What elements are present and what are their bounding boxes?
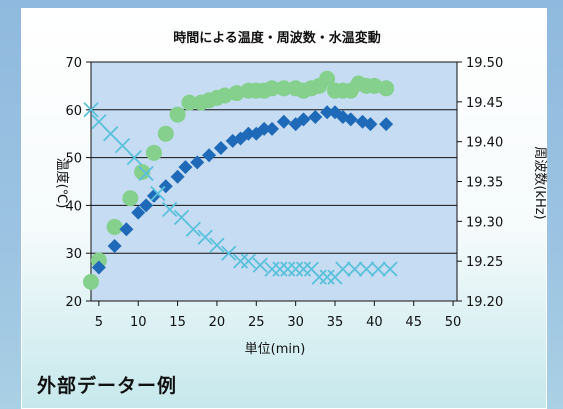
data-point xyxy=(114,138,131,154)
x-tick-label: 20 xyxy=(209,315,226,330)
y-axis-right-label: 周波数(kHz) xyxy=(532,146,547,219)
data-point xyxy=(343,112,358,127)
data-point xyxy=(126,149,142,166)
x-tick-label: 5 xyxy=(95,315,103,330)
data-point xyxy=(252,257,268,273)
data-point xyxy=(106,218,123,235)
data-point xyxy=(240,253,257,269)
data-point xyxy=(170,169,185,184)
y-axis-left-label: 温度(℃) xyxy=(54,158,70,209)
x-tick-label: 30 xyxy=(287,315,304,330)
data-point xyxy=(311,269,327,285)
data-point xyxy=(296,112,311,127)
data-point xyxy=(91,114,107,130)
data-point xyxy=(288,261,304,277)
x-tick-label: 40 xyxy=(366,315,383,330)
data-point xyxy=(131,205,146,220)
data-point xyxy=(308,109,323,124)
data-point xyxy=(173,209,190,225)
data-point xyxy=(83,102,99,118)
data-point xyxy=(145,144,162,161)
data-point xyxy=(162,201,178,218)
data-point xyxy=(264,80,281,97)
data-point xyxy=(319,269,335,285)
data-point xyxy=(272,261,288,277)
data-point xyxy=(197,229,213,245)
data-point xyxy=(221,245,237,261)
data-point xyxy=(202,148,217,163)
y-right-tick-label: 19.50 xyxy=(466,56,503,71)
data-point xyxy=(122,190,139,207)
y-right-tick-label: 19.40 xyxy=(466,136,503,151)
y-right-tick-label: 19.30 xyxy=(466,215,503,230)
series-x xyxy=(83,102,398,285)
y-left-tick-label: 50 xyxy=(65,152,82,167)
data-point xyxy=(295,261,312,277)
y-left-tick-label: 70 xyxy=(65,56,82,71)
data-point xyxy=(190,155,205,170)
y-left-tick-label: 20 xyxy=(65,295,82,310)
axes: 20 30 40 50 60 70 19.20 19.25 19.30 19.35 19.40 19.… xyxy=(65,56,503,330)
x-tick-label: 10 xyxy=(130,315,147,330)
data-point xyxy=(358,261,375,277)
y-left-tick-label: 40 xyxy=(65,199,82,214)
data-point xyxy=(320,105,335,120)
data-point xyxy=(319,70,336,87)
chart-title: 時間による温度・周波数・水温変動 xyxy=(173,30,381,46)
data-point xyxy=(382,261,398,277)
data-point xyxy=(138,165,154,182)
data-point xyxy=(276,114,291,129)
data-point xyxy=(83,273,99,290)
data-point xyxy=(264,261,280,277)
y-left-tick-label: 60 xyxy=(65,104,82,119)
data-point xyxy=(257,121,272,136)
y-right-tick-label: 19.45 xyxy=(466,96,503,111)
x-tick-label: 50 xyxy=(445,315,462,330)
y-right-tick-label: 19.25 xyxy=(466,255,503,270)
data-point xyxy=(90,252,107,269)
data-point xyxy=(363,117,378,132)
plot-area xyxy=(90,61,458,302)
data-point xyxy=(119,222,134,237)
data-point xyxy=(157,125,174,142)
series-layer xyxy=(83,70,398,290)
data-point xyxy=(107,239,122,254)
data-point xyxy=(169,106,186,123)
data-point xyxy=(178,160,193,175)
data-point xyxy=(347,261,363,277)
y-right-tick-label: 19.35 xyxy=(466,176,503,191)
caption: 外部データー例 xyxy=(37,375,178,397)
data-point xyxy=(139,198,154,213)
x-tick-label: 35 xyxy=(327,315,344,330)
data-point xyxy=(103,126,119,142)
data-point xyxy=(150,185,166,202)
x-tick-label: 15 xyxy=(169,315,186,330)
data-point xyxy=(241,126,256,141)
data-point xyxy=(335,261,351,277)
data-point xyxy=(265,121,280,136)
x-axis-label: 単位(min) xyxy=(245,341,306,357)
data-point xyxy=(280,261,296,277)
data-point xyxy=(209,237,225,253)
y-right-tick-label: 19.20 xyxy=(466,295,503,310)
series-circle xyxy=(83,70,395,290)
data-point xyxy=(213,141,228,156)
data-point xyxy=(379,117,394,132)
series-diamond xyxy=(91,105,394,275)
data-point xyxy=(232,253,249,269)
data-point xyxy=(134,163,151,180)
data-point xyxy=(378,80,395,97)
data-point xyxy=(370,261,386,277)
y-left-tick-label: 30 xyxy=(65,247,82,262)
x-tick-label: 25 xyxy=(248,315,265,330)
data-point xyxy=(275,80,292,97)
data-point xyxy=(91,260,106,275)
data-point xyxy=(185,221,201,237)
data-point xyxy=(181,94,198,111)
x-tick-label: 45 xyxy=(405,315,422,330)
